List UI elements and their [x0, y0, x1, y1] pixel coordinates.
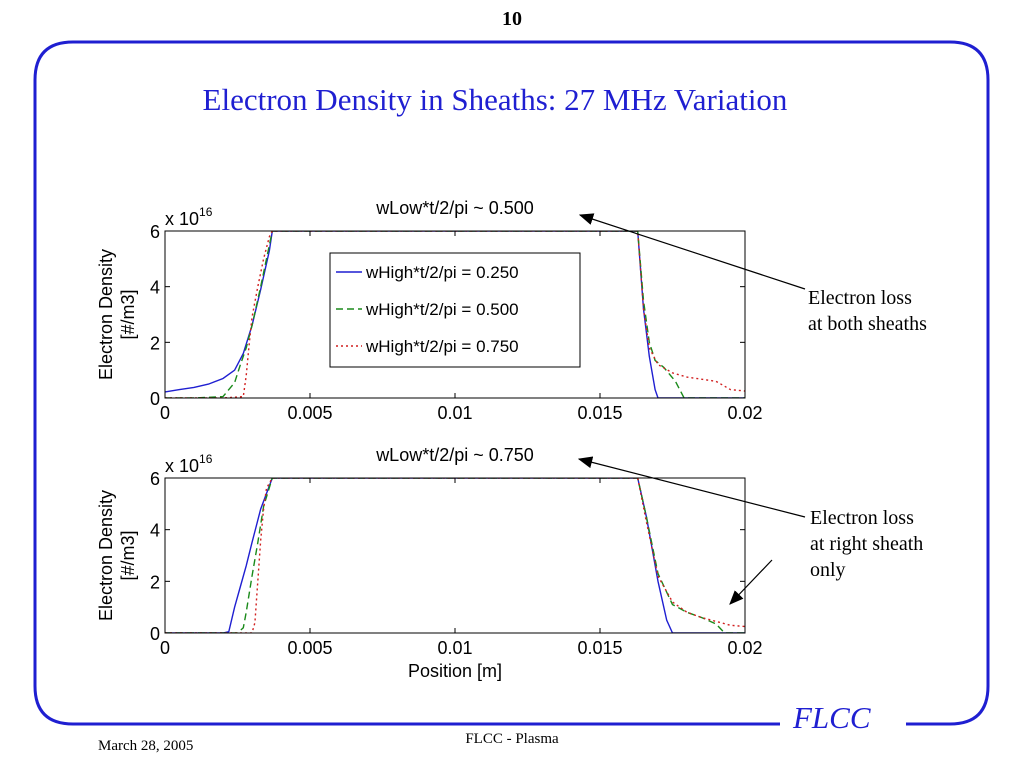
- legend-label-1: wHigh*t/2/pi = 0.250: [365, 263, 519, 282]
- y-multiplier-exponent: 16: [199, 205, 213, 219]
- brand-logo: FLCC: [793, 700, 871, 735]
- annotation-top: Electron loss at both sheaths: [808, 285, 927, 337]
- y-tick-label: 0: [150, 389, 160, 409]
- y-axis-label-line2: [#/m3]: [118, 530, 138, 580]
- annotation-bottom: Electron loss at right sheath only: [810, 505, 923, 583]
- x-axis-label: Position [m]: [408, 661, 502, 681]
- series-line-3: [165, 231, 745, 398]
- y-multiplier: x 1016: [165, 452, 213, 476]
- x-tick-label: 0.02: [727, 638, 762, 658]
- x-tick-label: 0.01: [437, 638, 472, 658]
- legend-box: [329, 252, 581, 368]
- annotation-bottom-line3: only: [810, 559, 846, 581]
- series-line-3: [165, 478, 745, 633]
- legend: wHigh*t/2/pi = 0.250 wHigh*t/2/pi = 0.500…: [329, 252, 581, 368]
- legend-label-3: wHigh*t/2/pi = 0.750: [365, 337, 519, 356]
- series-line-1: [165, 478, 745, 633]
- slide-border: [33, 40, 990, 726]
- arrow-bottom-title: [577, 456, 806, 518]
- arrow-top: [578, 213, 806, 290]
- y-axis-label-line2: [#/m3]: [118, 289, 138, 339]
- annotation-bottom-line2: at right sheath: [810, 533, 924, 555]
- legend-label-2: wHigh*t/2/pi = 0.500: [365, 300, 519, 319]
- footer-date: March 28, 2005: [98, 738, 194, 754]
- slide-title: Electron Density in Sheaths: 27 MHz Vari…: [202, 82, 788, 117]
- y-tick-label: 6: [150, 469, 160, 489]
- chart-2: 0 0.005 0.01 0.015 0.02 0 2 4 6x 1016 wLow*t/2/pi…: [96, 445, 763, 681]
- x-tick-label: 0: [160, 638, 170, 658]
- annotation-bottom-line1: Electron loss: [810, 507, 914, 529]
- x-tick-label: 0.015: [577, 403, 622, 423]
- arrow-bottom-curve: [729, 559, 773, 605]
- x-tick-label: 0.015: [577, 638, 622, 658]
- page-number: 10: [502, 8, 522, 30]
- annotation-top-line2: at both sheaths: [808, 313, 927, 335]
- footer-center: FLCC - Plasma: [465, 731, 559, 747]
- x-tick-label: 0.02: [727, 403, 762, 423]
- y-tick-label: 2: [150, 333, 160, 353]
- series-line-1: [165, 231, 745, 398]
- y-tick-label: 4: [150, 278, 160, 298]
- x-tick-label: 0.005: [287, 403, 332, 423]
- y-axis-label-line1: Electron Density: [96, 490, 116, 621]
- y-tick-label: 0: [150, 624, 160, 644]
- y-multiplier-exponent: 16: [199, 452, 213, 466]
- x-tick-label: 0.005: [287, 638, 332, 658]
- y-tick-label: 4: [150, 521, 160, 541]
- x-tick-label: 0.01: [437, 403, 472, 423]
- chart-title: wLow*t/2/pi ~ 0.500: [375, 198, 534, 218]
- annotation-top-line1: Electron loss: [808, 287, 912, 309]
- y-tick-label: 6: [150, 222, 160, 242]
- series-line-2: [165, 231, 745, 398]
- series-line-2: [165, 478, 745, 633]
- chart-title: wLow*t/2/pi ~ 0.750: [375, 445, 534, 465]
- x-tick-label: 0: [160, 403, 170, 423]
- y-axis-label-line1: Electron Density: [96, 249, 116, 380]
- y-tick-label: 2: [150, 572, 160, 592]
